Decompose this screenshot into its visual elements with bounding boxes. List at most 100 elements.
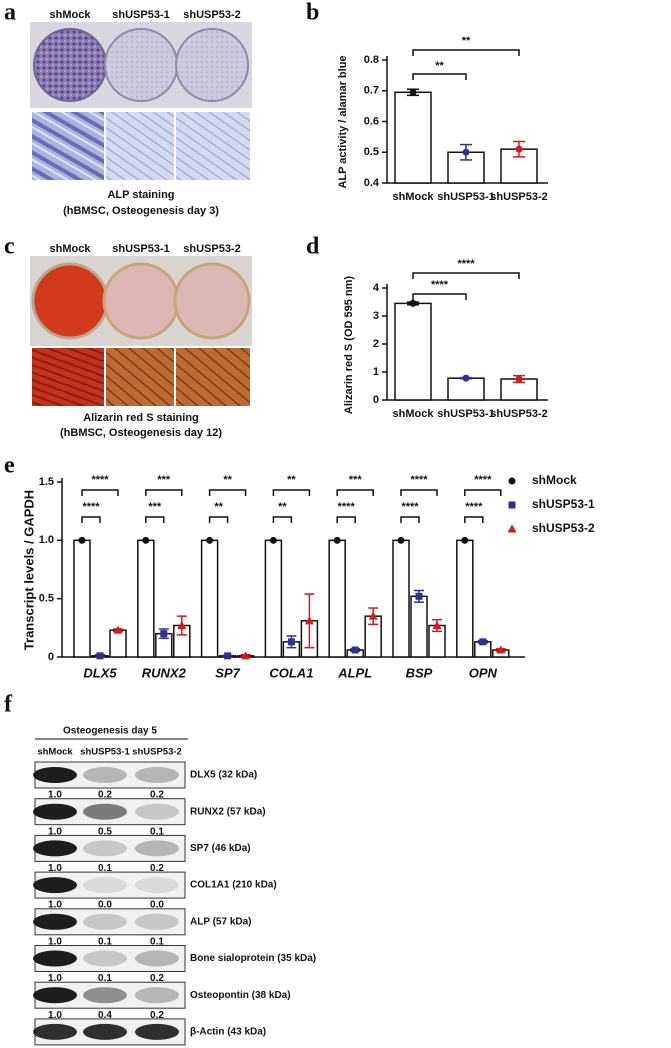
- blot-band: [135, 1023, 179, 1040]
- blot-label: ALP (57 kDa): [190, 916, 252, 927]
- data-point: [287, 638, 295, 646]
- blot-band: [135, 913, 179, 930]
- data-point: [397, 536, 405, 544]
- blot-band: [135, 987, 179, 1004]
- band-quantification: 0.2: [150, 973, 164, 984]
- blot-band: [135, 840, 179, 857]
- x-tick-label: RUNX2: [142, 665, 187, 680]
- y-tick-label: 1.0: [39, 534, 54, 546]
- blot-band: [33, 877, 77, 894]
- blot-label: RUNX2 (57 kDa): [190, 806, 266, 817]
- x-tick-label: shUSP53-1: [437, 191, 494, 203]
- y-axis-label: Transcript levels / GAPDH: [21, 490, 36, 650]
- bar: [137, 539, 155, 658]
- blot-band: [33, 1023, 77, 1040]
- band-quantification: 1.0: [48, 863, 62, 874]
- data-point: [206, 536, 214, 544]
- y-tick-label: 0: [48, 651, 54, 663]
- band-quantification: 0.1: [98, 973, 112, 984]
- significance-bracket: [400, 489, 438, 496]
- y-axis-label: Alizarin red S (OD 595 nm): [343, 276, 355, 414]
- x-tick-label: SP7: [215, 665, 240, 680]
- significance-label: ****: [401, 501, 419, 513]
- significance-bracket: [412, 272, 520, 279]
- y-tick-label: 1: [373, 366, 379, 378]
- data-point: [496, 645, 506, 654]
- blot-band: [83, 803, 127, 820]
- blot-band: [33, 950, 77, 967]
- band-quantification: 1.0: [48, 936, 62, 947]
- y-tick-label: 0: [373, 394, 379, 406]
- bar: [264, 539, 283, 658]
- data-point: [461, 536, 469, 544]
- y-tick-label: 4: [373, 282, 380, 294]
- legend-marker: [507, 524, 517, 533]
- significance-label: ***: [157, 474, 171, 486]
- blot-label: DLX5 (32 kDa): [190, 770, 257, 781]
- significance-bracket: [412, 49, 520, 56]
- lane-label: shUSP53-1: [112, 9, 169, 21]
- blot-band: [83, 1023, 127, 1040]
- micrograph: [176, 112, 250, 180]
- significance-bracket: [81, 489, 119, 496]
- band-quantification: 0.4: [98, 1010, 112, 1021]
- blot-band: [33, 803, 77, 820]
- micrograph: [32, 348, 104, 406]
- data-point: [333, 536, 341, 544]
- lane-label: shMock: [50, 243, 92, 255]
- blot-band: [33, 767, 77, 783]
- band-quantification: 1.0: [48, 826, 62, 837]
- x-tick-label: shMock: [393, 191, 435, 203]
- band-quantification: 0.1: [150, 936, 164, 947]
- data-point: [304, 616, 314, 625]
- significance-bracket: [336, 489, 374, 496]
- blot-band: [83, 913, 127, 930]
- lane-label: shUSP53-2: [132, 747, 182, 758]
- blot-band: [83, 987, 127, 1004]
- blot-band: [135, 767, 179, 783]
- significance-label: ****: [338, 501, 356, 513]
- data-point: [224, 652, 232, 660]
- data-point: [177, 621, 187, 629]
- well-image: [102, 262, 180, 340]
- significance-label: **: [223, 474, 232, 486]
- bar: [200, 539, 219, 658]
- y-tick-label: 0.5: [39, 593, 54, 605]
- data-point: [479, 638, 487, 646]
- significance-bracket: [464, 489, 502, 496]
- band-quantification: 0.2: [150, 1010, 164, 1021]
- data-point: [368, 611, 378, 620]
- panel-letter: f: [4, 692, 13, 718]
- blot-band: [83, 840, 127, 857]
- legend-marker: [508, 501, 516, 509]
- significance-bracket: [145, 516, 165, 523]
- significance-bracket: [272, 489, 311, 496]
- band-quantification: 0.1: [98, 936, 112, 947]
- bar: [109, 629, 127, 658]
- y-tick-label: 0.6: [364, 115, 379, 127]
- lane-label: shMock: [50, 9, 92, 21]
- x-tick-label: shMock: [393, 408, 435, 420]
- x-tick-label: shUSP53-2: [490, 191, 547, 203]
- lane-label: shUSP53-1: [112, 243, 169, 255]
- significance-bracket: [464, 516, 484, 523]
- significance-bracket: [412, 73, 467, 80]
- y-tick-label: 3: [373, 310, 379, 322]
- blot-band: [33, 913, 77, 930]
- bar: [394, 302, 432, 401]
- data-point: [96, 652, 104, 660]
- x-tick-label: BSP: [406, 665, 433, 680]
- band-quantification: 0.5: [98, 826, 112, 837]
- band-quantification: 1.0: [48, 1010, 62, 1021]
- band-quantification: 0.1: [98, 863, 112, 874]
- y-axis-label: ALP activity / alamar blue: [337, 55, 349, 188]
- micrograph: [32, 112, 104, 180]
- blot-band: [83, 950, 127, 967]
- band-quantification: 0.2: [150, 790, 164, 801]
- significance-bracket: [208, 516, 229, 523]
- data-point: [462, 148, 470, 156]
- significance-bracket: [336, 516, 356, 523]
- blot-band: [83, 877, 127, 894]
- significance-bracket: [272, 516, 293, 523]
- x-tick-label: DLX5: [83, 665, 117, 680]
